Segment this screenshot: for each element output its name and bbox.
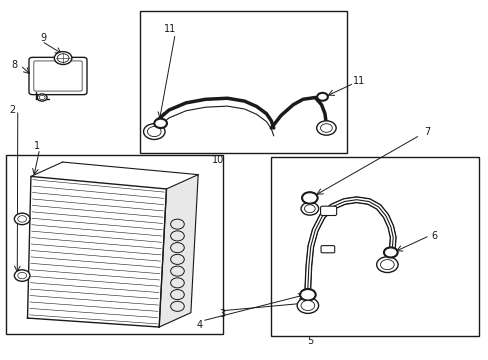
Circle shape [297, 298, 318, 314]
Bar [271, 157, 478, 336]
Text: 2: 2 [9, 105, 15, 115]
Polygon shape [159, 175, 198, 327]
Circle shape [54, 51, 72, 64]
FancyBboxPatch shape [29, 57, 87, 95]
Circle shape [170, 266, 184, 276]
Circle shape [316, 121, 335, 135]
FancyBboxPatch shape [321, 246, 334, 253]
Circle shape [147, 127, 161, 136]
Text: 6: 6 [431, 231, 437, 240]
Circle shape [317, 93, 327, 101]
Circle shape [380, 260, 393, 270]
FancyBboxPatch shape [320, 206, 336, 216]
Text: 10: 10 [211, 155, 224, 165]
Circle shape [170, 301, 184, 311]
Circle shape [57, 54, 69, 62]
Circle shape [154, 119, 166, 128]
Circle shape [301, 301, 314, 311]
Circle shape [300, 289, 315, 301]
Circle shape [170, 255, 184, 264]
Circle shape [39, 95, 45, 100]
Text: 7: 7 [424, 127, 429, 136]
Circle shape [143, 124, 164, 139]
FancyBboxPatch shape [34, 61, 82, 91]
Circle shape [170, 231, 184, 241]
Circle shape [37, 94, 47, 101]
Circle shape [14, 213, 30, 225]
Text: 11: 11 [352, 76, 365, 86]
Text: 1: 1 [34, 141, 40, 151]
Text: 9: 9 [40, 33, 46, 43]
Circle shape [301, 202, 318, 215]
Text: 11: 11 [164, 24, 176, 35]
Circle shape [170, 289, 184, 300]
Circle shape [170, 278, 184, 288]
Circle shape [170, 219, 184, 229]
Text: 8: 8 [11, 60, 18, 70]
Text: 3: 3 [219, 310, 225, 319]
Circle shape [304, 205, 315, 213]
Circle shape [376, 257, 397, 273]
Circle shape [383, 247, 397, 257]
Polygon shape [27, 176, 166, 327]
Circle shape [14, 270, 30, 281]
Circle shape [18, 273, 26, 279]
Circle shape [302, 192, 317, 204]
Text: 4: 4 [196, 320, 203, 330]
Circle shape [18, 216, 26, 222]
Text: 5: 5 [306, 336, 313, 346]
Circle shape [320, 124, 331, 132]
Bar [140, 12, 346, 153]
Circle shape [170, 243, 184, 253]
Bar [5, 155, 222, 334]
